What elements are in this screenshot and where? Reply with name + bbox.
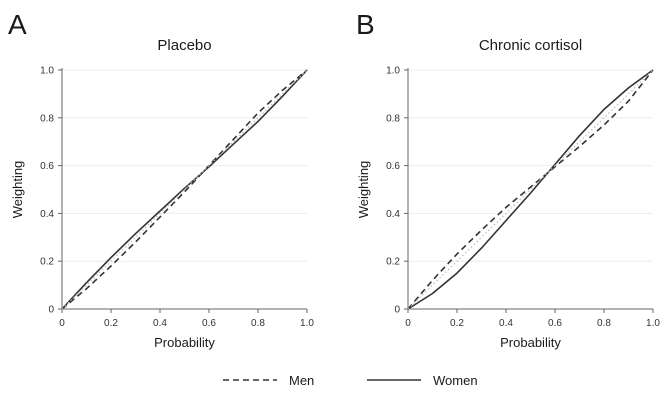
panel-a-title: Placebo [157, 37, 211, 54]
panel-a-x-tick-label: 0 [59, 318, 65, 329]
panel-a-y-tick-label: 0.8 [40, 113, 54, 124]
legend: Men Women [223, 373, 478, 388]
panel-b-y-tick-label: 0.2 [386, 257, 400, 268]
panel-a-letter: A [8, 9, 27, 40]
panel-b-letter: B [356, 9, 375, 40]
panel-a-x-tick-label: 0.8 [251, 318, 265, 329]
panel-a-y-tick-label: 0.6 [40, 161, 54, 172]
panel-b-x-tick-label: 0.6 [548, 318, 562, 329]
panel-a-y-tick-label: 0 [48, 305, 54, 316]
legend-men-label: Men [289, 373, 314, 388]
panel-a-chart: A Placebo 0 0.2 0.4 0.6 0.8 1.0 0 0.2 0.4 0.6 0.8 1.0… [8, 9, 314, 350]
panel-a-y-tick-label: 0.2 [40, 257, 54, 268]
panel-b-y-tick-label: 0.6 [386, 161, 400, 172]
panel-b-y-tick-label: 1.0 [386, 66, 400, 77]
panel-a-x-tick-label: 0.4 [153, 318, 167, 329]
panel-a-x-tick-label: 0.2 [104, 318, 118, 329]
panel-b-chart: B Chronic cortisol 0 0.2 0.4 0.6 0.8 1.0 0 0.2 0.4… [356, 9, 660, 350]
panel-a-x-axis-label: Probability [154, 335, 215, 350]
panel-b-y-tick-label: 0 [394, 305, 400, 316]
panel-a-series-women-line [61, 69, 308, 310]
panel-b-series-reference-line [407, 69, 654, 310]
panel-b-x-tick-label: 0.8 [597, 318, 611, 329]
panel-a-x-tick-label: 0.6 [202, 318, 216, 329]
panel-a-y-tick-label: 1.0 [40, 66, 54, 77]
panel-a-y-tick-label: 0.4 [40, 209, 54, 220]
panel-a-series-men-line [61, 69, 308, 310]
panel-b-x-axis-label: Probability [500, 335, 561, 350]
panel-b-title: Chronic cortisol [479, 37, 582, 54]
panel-b-x-tick-label: 0.2 [450, 318, 464, 329]
panel-b-x-tick-label: 0 [405, 318, 411, 329]
panel-b-x-tick-label: 1.0 [646, 318, 660, 329]
panel-b-y-tick-label: 0.8 [386, 113, 400, 124]
panel-b-y-tick-label: 0.4 [386, 209, 400, 220]
legend-women-label: Women [433, 373, 478, 388]
panel-a-series-reference-line [61, 69, 308, 310]
panel-b-x-tick-label: 0.4 [499, 318, 513, 329]
panel-b-y-axis-label: Weighting [356, 161, 371, 219]
panel-a-y-axis-label: Weighting [10, 161, 25, 219]
panel-a-x-tick-label: 1.0 [300, 318, 314, 329]
panel-b-series-women-line [407, 69, 654, 310]
panel-b-series-men-line [407, 69, 654, 310]
